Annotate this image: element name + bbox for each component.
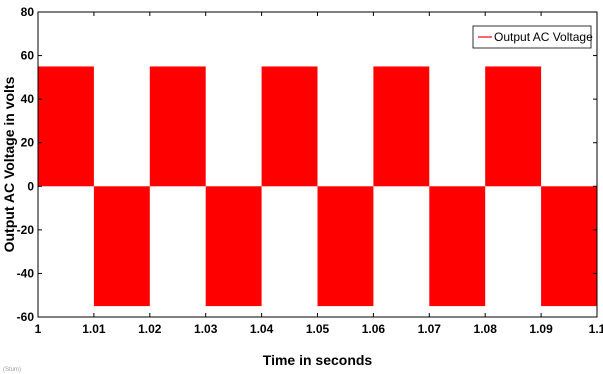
- series-segment-6: [317, 186, 374, 307]
- y-tick-label: -20: [17, 223, 35, 237]
- y-tick-label: -60: [17, 310, 35, 324]
- x-axis-label: Time in seconds: [263, 352, 373, 368]
- legend-box: [472, 25, 592, 49]
- x-tick-label: 1.01: [82, 322, 106, 336]
- y-tick-label: 0: [27, 179, 34, 193]
- x-tick-label: 1.03: [194, 322, 218, 336]
- x-tick-label: 1.08: [474, 322, 498, 336]
- series-segment-4: [205, 186, 262, 307]
- series-segment-7: [373, 66, 430, 187]
- y-tick-label: 60: [21, 49, 35, 63]
- y-axis: -60 -40 -20 0 20 40 60 80: [17, 5, 597, 324]
- series-output-ac-voltage: [38, 66, 597, 307]
- legend: Output AC Voltage: [472, 25, 593, 49]
- x-tick-label: 1.06: [362, 322, 386, 336]
- series-segment-8: [429, 186, 486, 307]
- x-tick-label: 1: [35, 322, 42, 336]
- corner-note: (Stum): [3, 367, 21, 373]
- y-axis-label: Output AC Voltage in volts: [1, 76, 17, 252]
- series-segment-2: [93, 186, 150, 307]
- x-tick-label: 1.02: [138, 322, 162, 336]
- y-tick-label: 80: [21, 5, 35, 19]
- y-tick-label: -40: [17, 266, 35, 280]
- x-axis: 1 1.01 1.02 1.03 1.04 1.05 1.06 1.07 1.08 1.09 1.1: [35, 12, 603, 336]
- series-segment-3: [149, 66, 206, 187]
- x-tick-label: 1.09: [529, 322, 553, 336]
- x-tick-label: 1.05: [306, 322, 330, 336]
- series-segment-1: [38, 66, 94, 187]
- y-tick-label: 20: [21, 136, 35, 150]
- x-tick-label: 1.04: [250, 322, 274, 336]
- legend-entry-label: Output AC Voltage: [494, 30, 593, 44]
- series-segment-10: [541, 186, 597, 307]
- series-segment-9: [485, 66, 542, 187]
- x-tick-label: 1.07: [418, 322, 442, 336]
- y-tick-label: 40: [21, 92, 35, 106]
- series-segment-5: [261, 66, 318, 187]
- x-tick-label: 1.1: [589, 322, 603, 336]
